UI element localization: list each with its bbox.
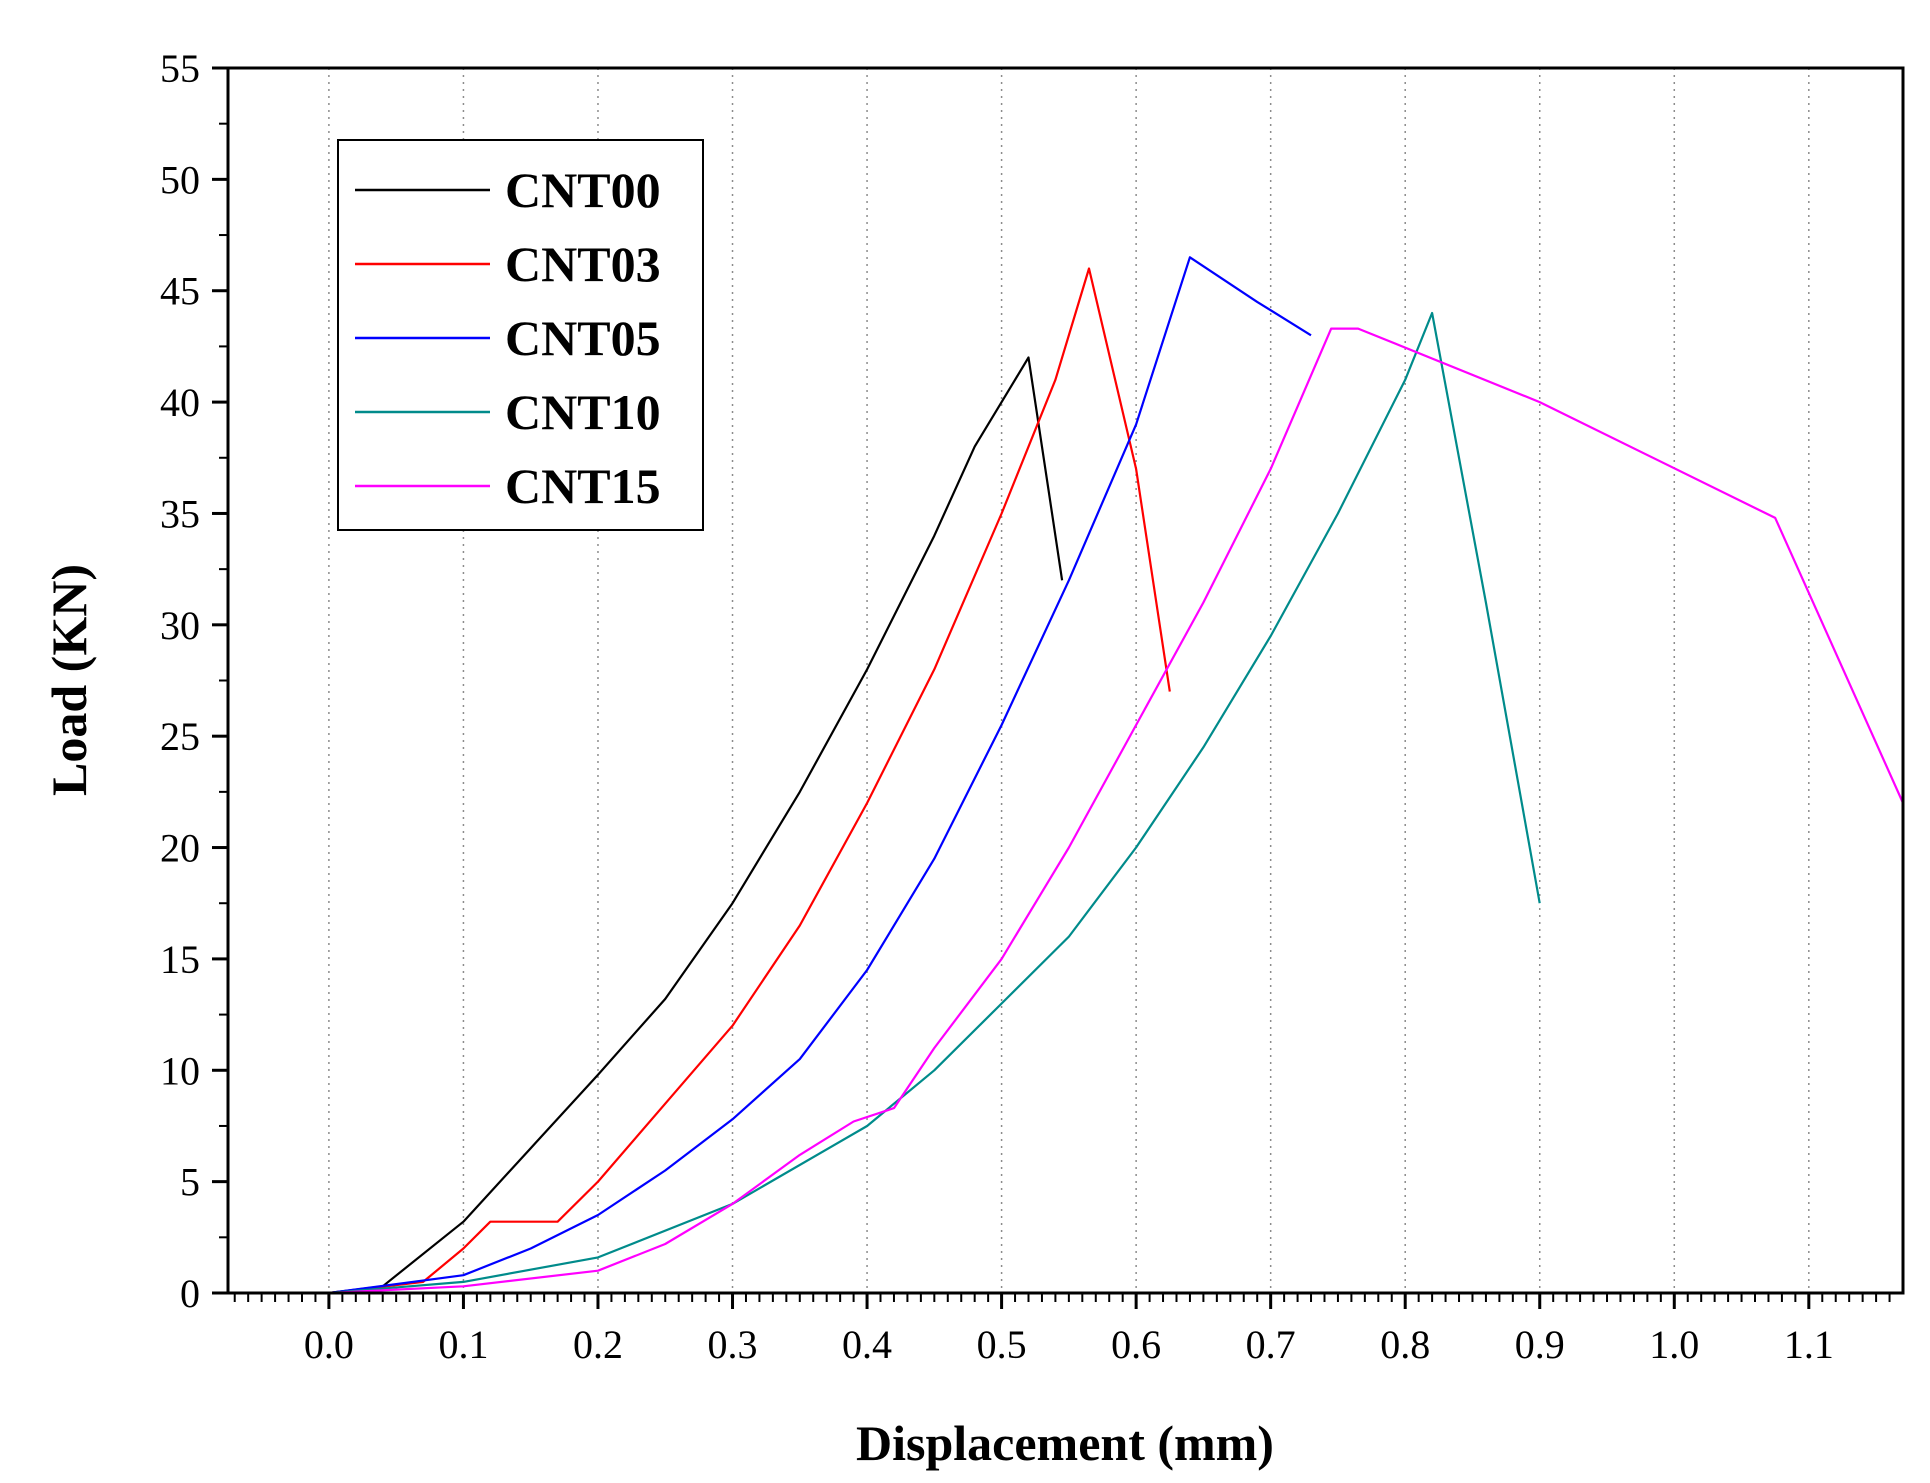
legend-label-cnt00: CNT00 <box>505 162 661 218</box>
legend: CNT00 CNT03 CNT05 CNT10 CNT15 <box>337 139 704 531</box>
y-axis-ticks: 0 5 10 15 20 25 30 35 40 45 50 55 <box>160 46 228 1316</box>
minor-ticks <box>219 122 1891 1302</box>
x-tick-label: 0.8 <box>1380 1322 1430 1367</box>
x-tick-label: 0.1 <box>438 1322 488 1367</box>
y-tick-label: 50 <box>160 157 200 202</box>
series-line-cnt15 <box>328 327 1905 1295</box>
legend-label-cnt10: CNT10 <box>505 384 661 440</box>
series-line-cnt05 <box>328 256 1312 1295</box>
legend-box <box>337 139 704 531</box>
x-tick-label: 0.2 <box>573 1322 623 1367</box>
legend-label-cnt15: CNT15 <box>505 458 661 514</box>
y-tick-label: 25 <box>160 714 200 759</box>
legend-label-cnt05: CNT05 <box>505 310 661 366</box>
x-tick-label: 0.7 <box>1246 1322 1296 1367</box>
y-tick-label: 10 <box>160 1048 200 1093</box>
x-tick-label: 1.1 <box>1784 1322 1834 1367</box>
series-line-cnt10 <box>328 311 1541 1295</box>
y-tick-label: 0 <box>180 1271 200 1316</box>
plot-series <box>328 256 1905 1295</box>
series-line-cnt03 <box>328 267 1171 1295</box>
legend-label-cnt03: CNT03 <box>505 236 661 292</box>
x-axis-title: Displacement (mm) <box>856 1415 1274 1471</box>
y-tick-label: 40 <box>160 380 200 425</box>
x-tick-label: 0.4 <box>842 1322 892 1367</box>
x-axis-ticks: 0.0 0.1 0.2 0.3 0.4 0.5 0.6 0.7 0.8 0.9 1.0 1.1 <box>304 1293 1834 1367</box>
x-tick-label: 0.0 <box>304 1322 354 1367</box>
x-tick-label: 0.6 <box>1111 1322 1161 1367</box>
y-axis-title: Load (KN) <box>41 564 97 796</box>
y-tick-label: 5 <box>180 1160 200 1205</box>
x-tick-label: 0.9 <box>1515 1322 1565 1367</box>
y-tick-label: 45 <box>160 269 200 314</box>
y-tick-label: 30 <box>160 603 200 648</box>
series-line-cnt00 <box>328 356 1064 1295</box>
x-tick-label: 1.0 <box>1649 1322 1699 1367</box>
y-tick-label: 20 <box>160 826 200 871</box>
y-tick-label: 15 <box>160 937 200 982</box>
x-tick-label: 0.3 <box>708 1322 758 1367</box>
x-tick-label: 0.5 <box>977 1322 1027 1367</box>
y-tick-label: 55 <box>160 46 200 91</box>
y-tick-label: 35 <box>160 491 200 536</box>
